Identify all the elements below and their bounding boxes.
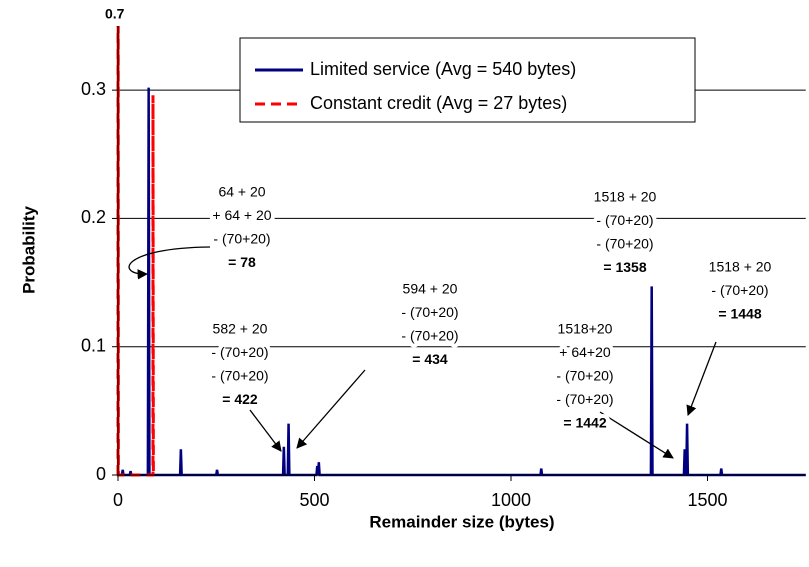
annotation-line: = 434 [412, 351, 448, 367]
annotation-line: 582 + 20 [213, 321, 268, 337]
arrow [128, 246, 211, 280]
annotation-line: 1518+20 [558, 321, 613, 337]
arrow [686, 341, 717, 416]
annotation-line: - (70+20) [213, 231, 270, 247]
annotation-line: 1518 + 20 [594, 189, 657, 205]
annotation-line: + 64+20 [559, 344, 611, 360]
annotation-line: = 1442 [563, 415, 606, 431]
annotation-line: 64 + 20 [218, 184, 265, 200]
legend-label: Limited service (Avg = 540 bytes) [310, 59, 576, 79]
annotation-line: + 64 + 20 [212, 207, 271, 223]
annotation-line: - (70+20) [401, 304, 458, 320]
y-tick-label: 0.2 [81, 207, 106, 227]
annotation-line: - (70+20) [596, 236, 653, 252]
series-line [118, 87, 806, 477]
y-tick-label: 0.3 [81, 79, 106, 99]
annotation-line: - (70+20) [401, 328, 458, 344]
annotation-line: - (70+20) [596, 212, 653, 228]
y-axis-label: Probability [19, 206, 38, 294]
annotation-line: = 1448 [718, 306, 761, 322]
arrow [599, 411, 674, 459]
annotation-line: = 422 [222, 391, 258, 407]
annotation-line: - (70+20) [556, 368, 613, 384]
annotation-line: 1518 + 20 [709, 259, 772, 275]
x-tick-label: 1000 [491, 490, 531, 510]
legend-label: Constant credit (Avg = 27 bytes) [310, 93, 567, 113]
x-axis-label: Remainder size (bytes) [369, 512, 554, 531]
x-tick-label: 1500 [687, 490, 727, 510]
legend-box [239, 37, 696, 123]
annotation-line: - (70+20) [211, 344, 268, 360]
annotation-line: = 1358 [603, 259, 646, 275]
arrow [249, 409, 282, 452]
x-tick-label: 0 [113, 490, 123, 510]
annotation: 0.7 [105, 6, 125, 22]
y-tick-label: 0.1 [81, 335, 106, 355]
arrows [128, 246, 717, 459]
annotation-line: 594 + 20 [403, 281, 458, 297]
annotation-line: = 78 [228, 254, 256, 270]
annotation-line: - (70+20) [211, 368, 268, 384]
y-tick-label: 0 [96, 464, 106, 484]
x-tick-label: 500 [299, 490, 329, 510]
annotation-line: - (70+20) [711, 282, 768, 298]
annotation-line: - (70+20) [556, 391, 613, 407]
arrow [296, 369, 366, 449]
